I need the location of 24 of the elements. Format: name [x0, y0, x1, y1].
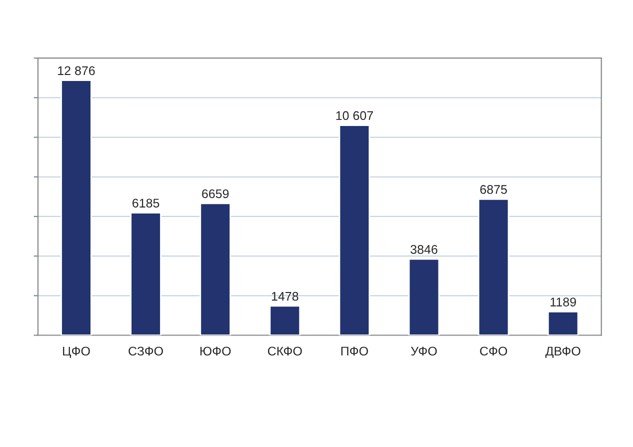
data-label: 6659 — [202, 189, 229, 198]
data-label: 10 607 — [336, 111, 373, 120]
x-tick-label: ПФО — [341, 346, 368, 356]
bar — [130, 212, 162, 336]
data-label: 6185 — [132, 198, 160, 208]
data-label: 6875 — [480, 185, 507, 194]
bar — [60, 80, 92, 336]
x-tick-label: УФО — [410, 346, 437, 356]
x-tick-label: СКФО — [268, 346, 302, 356]
data-label: 1189 — [550, 298, 576, 306]
x-tick-label: ЦФО — [63, 346, 90, 358]
x-tick-label: СФО — [480, 346, 508, 356]
data-label: 1478 — [272, 292, 298, 301]
data-label: 12 876 — [58, 66, 95, 76]
data-label: 3846 — [410, 245, 438, 254]
x-tick-label: ДВФО — [545, 346, 580, 358]
bar — [269, 305, 301, 336]
bar — [478, 198, 510, 336]
bar — [338, 124, 370, 336]
x-tick-label: ЮФО — [200, 346, 231, 356]
x-tick-label: СЗФО — [128, 346, 163, 356]
bar — [200, 202, 231, 336]
bar — [547, 311, 579, 336]
bar — [408, 258, 440, 336]
